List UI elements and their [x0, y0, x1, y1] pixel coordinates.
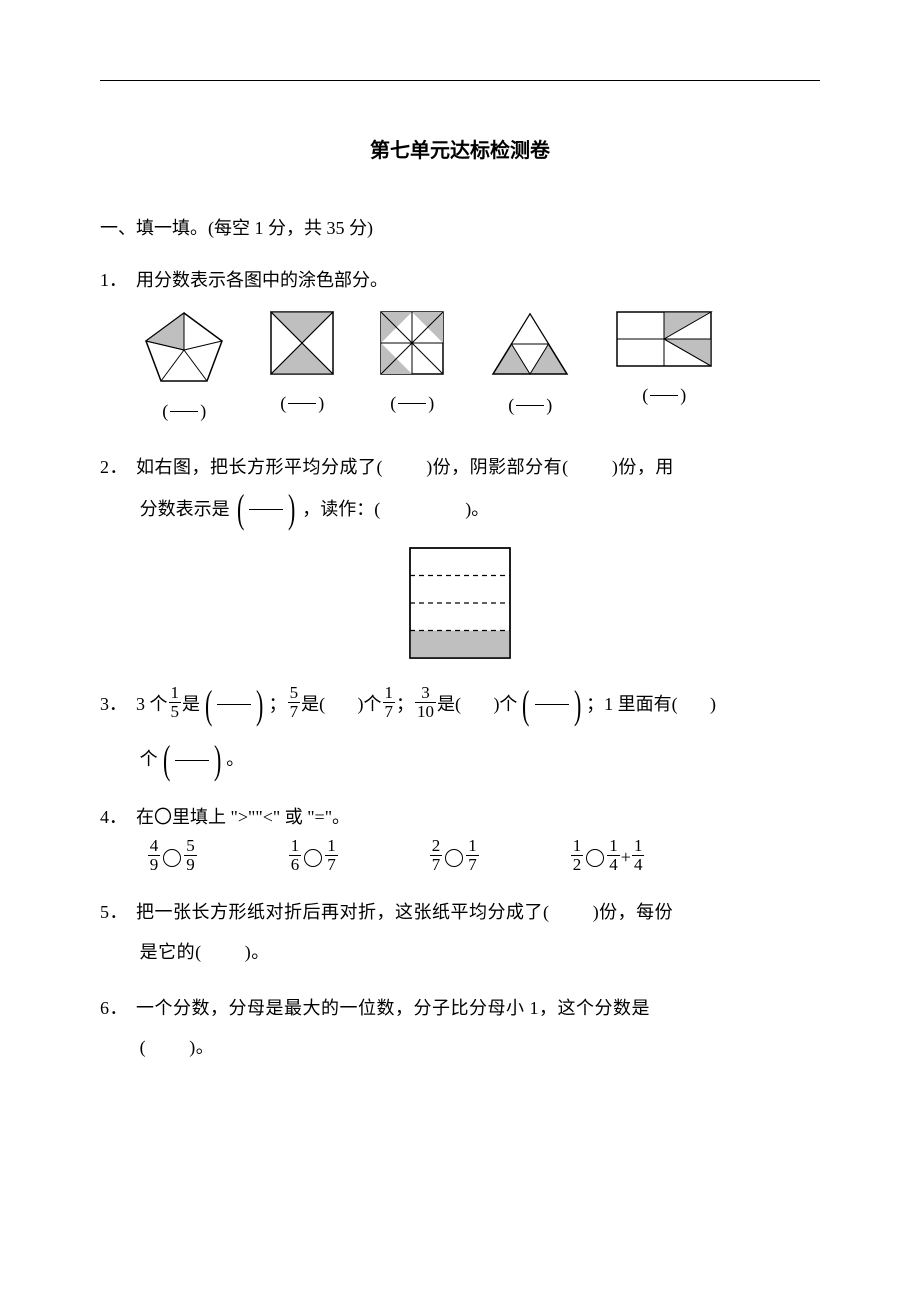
- page-title: 第七单元达标检测卷: [100, 129, 820, 173]
- bracket-blank: (): [519, 683, 584, 727]
- q4-item-d: 12 14 + 14: [570, 838, 646, 878]
- section-1-scoring: (每空 1 分，共 35 分): [208, 218, 373, 238]
- q2-t2: )份，阴影部分有(: [426, 457, 569, 477]
- q2-t4: 分数表示是: [140, 490, 230, 530]
- q3-p7: 是(: [437, 681, 461, 728]
- blank: [461, 681, 493, 728]
- q4-item-b: 16 17: [288, 839, 339, 876]
- blank: [202, 942, 245, 962]
- blank-paren: (): [390, 384, 434, 424]
- fraction: 17: [466, 837, 479, 874]
- q3-p10: ): [710, 681, 716, 728]
- q3-p8: )个: [493, 681, 517, 728]
- q3-p4: 是(: [301, 681, 325, 728]
- question-5: 5．把一张长方形纸对折后再对折，这张纸平均分成了( )份，每份 是它的( )。: [100, 893, 820, 972]
- fraction: 14: [632, 837, 645, 874]
- blank-paren: (): [642, 376, 686, 416]
- section-1-label: 一、填一填。: [100, 218, 208, 238]
- fraction: 49: [148, 837, 161, 874]
- blank: [382, 490, 463, 530]
- q3-p6: ；: [396, 681, 414, 728]
- shape-square-8tri: (): [379, 310, 445, 432]
- shape-triangle-4: (): [489, 310, 571, 432]
- circle-blank-icon: [163, 849, 181, 867]
- q2-rect-strip-icon: [407, 545, 513, 661]
- q5-t3: 是它的(: [140, 942, 202, 962]
- q4-item-c: 27 17: [429, 839, 480, 876]
- question-3: 3． 3 个 15 是 () ； 57 是()个 17 ； 310 是()个 (…: [100, 681, 820, 782]
- shape-pentagon: (): [143, 310, 225, 432]
- pentagon-icon: [143, 310, 225, 384]
- blank: [146, 1037, 189, 1057]
- blank: [383, 457, 426, 477]
- q3-number: 3．: [100, 681, 136, 728]
- blank-paren: (): [508, 386, 552, 426]
- section-1-heading: 一、填一填。(每空 1 分，共 35 分): [100, 209, 820, 249]
- q3-p5: )个: [358, 681, 382, 728]
- rect-diag-icon: [615, 310, 713, 368]
- q6-t1: 一个分数，分母是最大的一位数，分子比分母小 1，这个分数是: [136, 998, 650, 1018]
- q3-p9: ；1 里面有(: [586, 681, 678, 728]
- top-rule: [100, 80, 820, 81]
- q1-number: 1．: [100, 261, 136, 301]
- triangle-4-icon: [489, 310, 571, 378]
- fraction: 59: [184, 837, 197, 874]
- fraction: 27: [430, 837, 443, 874]
- q3-p12: 。: [226, 740, 244, 780]
- square-x-icon: [269, 310, 335, 376]
- circle-blank-icon: [304, 849, 322, 867]
- bracket-blank: (): [202, 683, 267, 727]
- q2-t3: )份，用: [612, 457, 674, 477]
- q5-t2: )份，每份: [593, 902, 674, 922]
- fraction: 16: [289, 837, 302, 874]
- blank: [678, 681, 710, 728]
- q4-number: 4．: [100, 798, 136, 838]
- bracket-blank: (): [160, 738, 225, 782]
- circle-blank-icon: [445, 849, 463, 867]
- q5-t1: 把一张长方形纸对折后再对折，这张纸平均分成了(: [136, 902, 550, 922]
- q3-p2: 是: [182, 681, 200, 728]
- q3-p1: 3 个: [136, 681, 168, 728]
- blank: [325, 681, 357, 728]
- square-8tri-icon: [379, 310, 445, 376]
- fraction: 57: [288, 684, 301, 721]
- fraction: 17: [383, 684, 396, 721]
- q5-number: 5．: [100, 893, 136, 933]
- question-2: 2．如右图，把长方形平均分成了( )份，阴影部分有( )份，用 分数表示是 () ，…: [100, 448, 820, 662]
- blank-paren: (): [162, 392, 206, 432]
- question-4: 4．在〇里填上 ">""<" 或 "="。 49 59 16 17 27 17 …: [100, 798, 820, 877]
- q1-shapes-row: () () (): [143, 310, 820, 432]
- shape-rect-diag: (): [615, 310, 713, 432]
- plus-sign: +: [621, 838, 631, 878]
- fraction: 12: [571, 837, 584, 874]
- q2-number: 2．: [100, 448, 136, 488]
- question-1: 1．用分数表示各图中的涂色部分。 () (): [100, 261, 820, 432]
- q4-item-a: 49 59: [147, 839, 198, 876]
- fraction: 14: [607, 837, 620, 874]
- q4-text: 在〇里填上 ">""<" 或 "="。: [136, 807, 350, 827]
- q5-t4: )。: [245, 942, 270, 962]
- q2-t1: 如右图，把长方形平均分成了(: [136, 457, 383, 477]
- shape-square-x: (): [269, 310, 335, 432]
- blank-paren: (): [280, 384, 324, 424]
- q2-t6: )。: [465, 490, 489, 530]
- fraction: 15: [169, 684, 182, 721]
- question-6: 6．一个分数，分母是最大的一位数，分子比分母小 1，这个分数是 ()。: [100, 989, 820, 1068]
- blank: [550, 902, 593, 922]
- q1-text: 用分数表示各图中的涂色部分。: [136, 270, 388, 290]
- q4-row: 49 59 16 17 27 17 12 14 + 14: [100, 838, 820, 878]
- q2-t5: ，读作：(: [302, 490, 380, 530]
- q3-p11: 个: [140, 740, 158, 780]
- q3-p3: ；: [269, 681, 287, 728]
- circle-blank-icon: [586, 849, 604, 867]
- bracket-blank: (): [234, 487, 299, 531]
- q6-number: 6．: [100, 989, 136, 1029]
- fraction: 310: [415, 684, 436, 721]
- fraction: 17: [325, 837, 338, 874]
- blank: [569, 457, 612, 477]
- q6-t3: )。: [189, 1037, 214, 1057]
